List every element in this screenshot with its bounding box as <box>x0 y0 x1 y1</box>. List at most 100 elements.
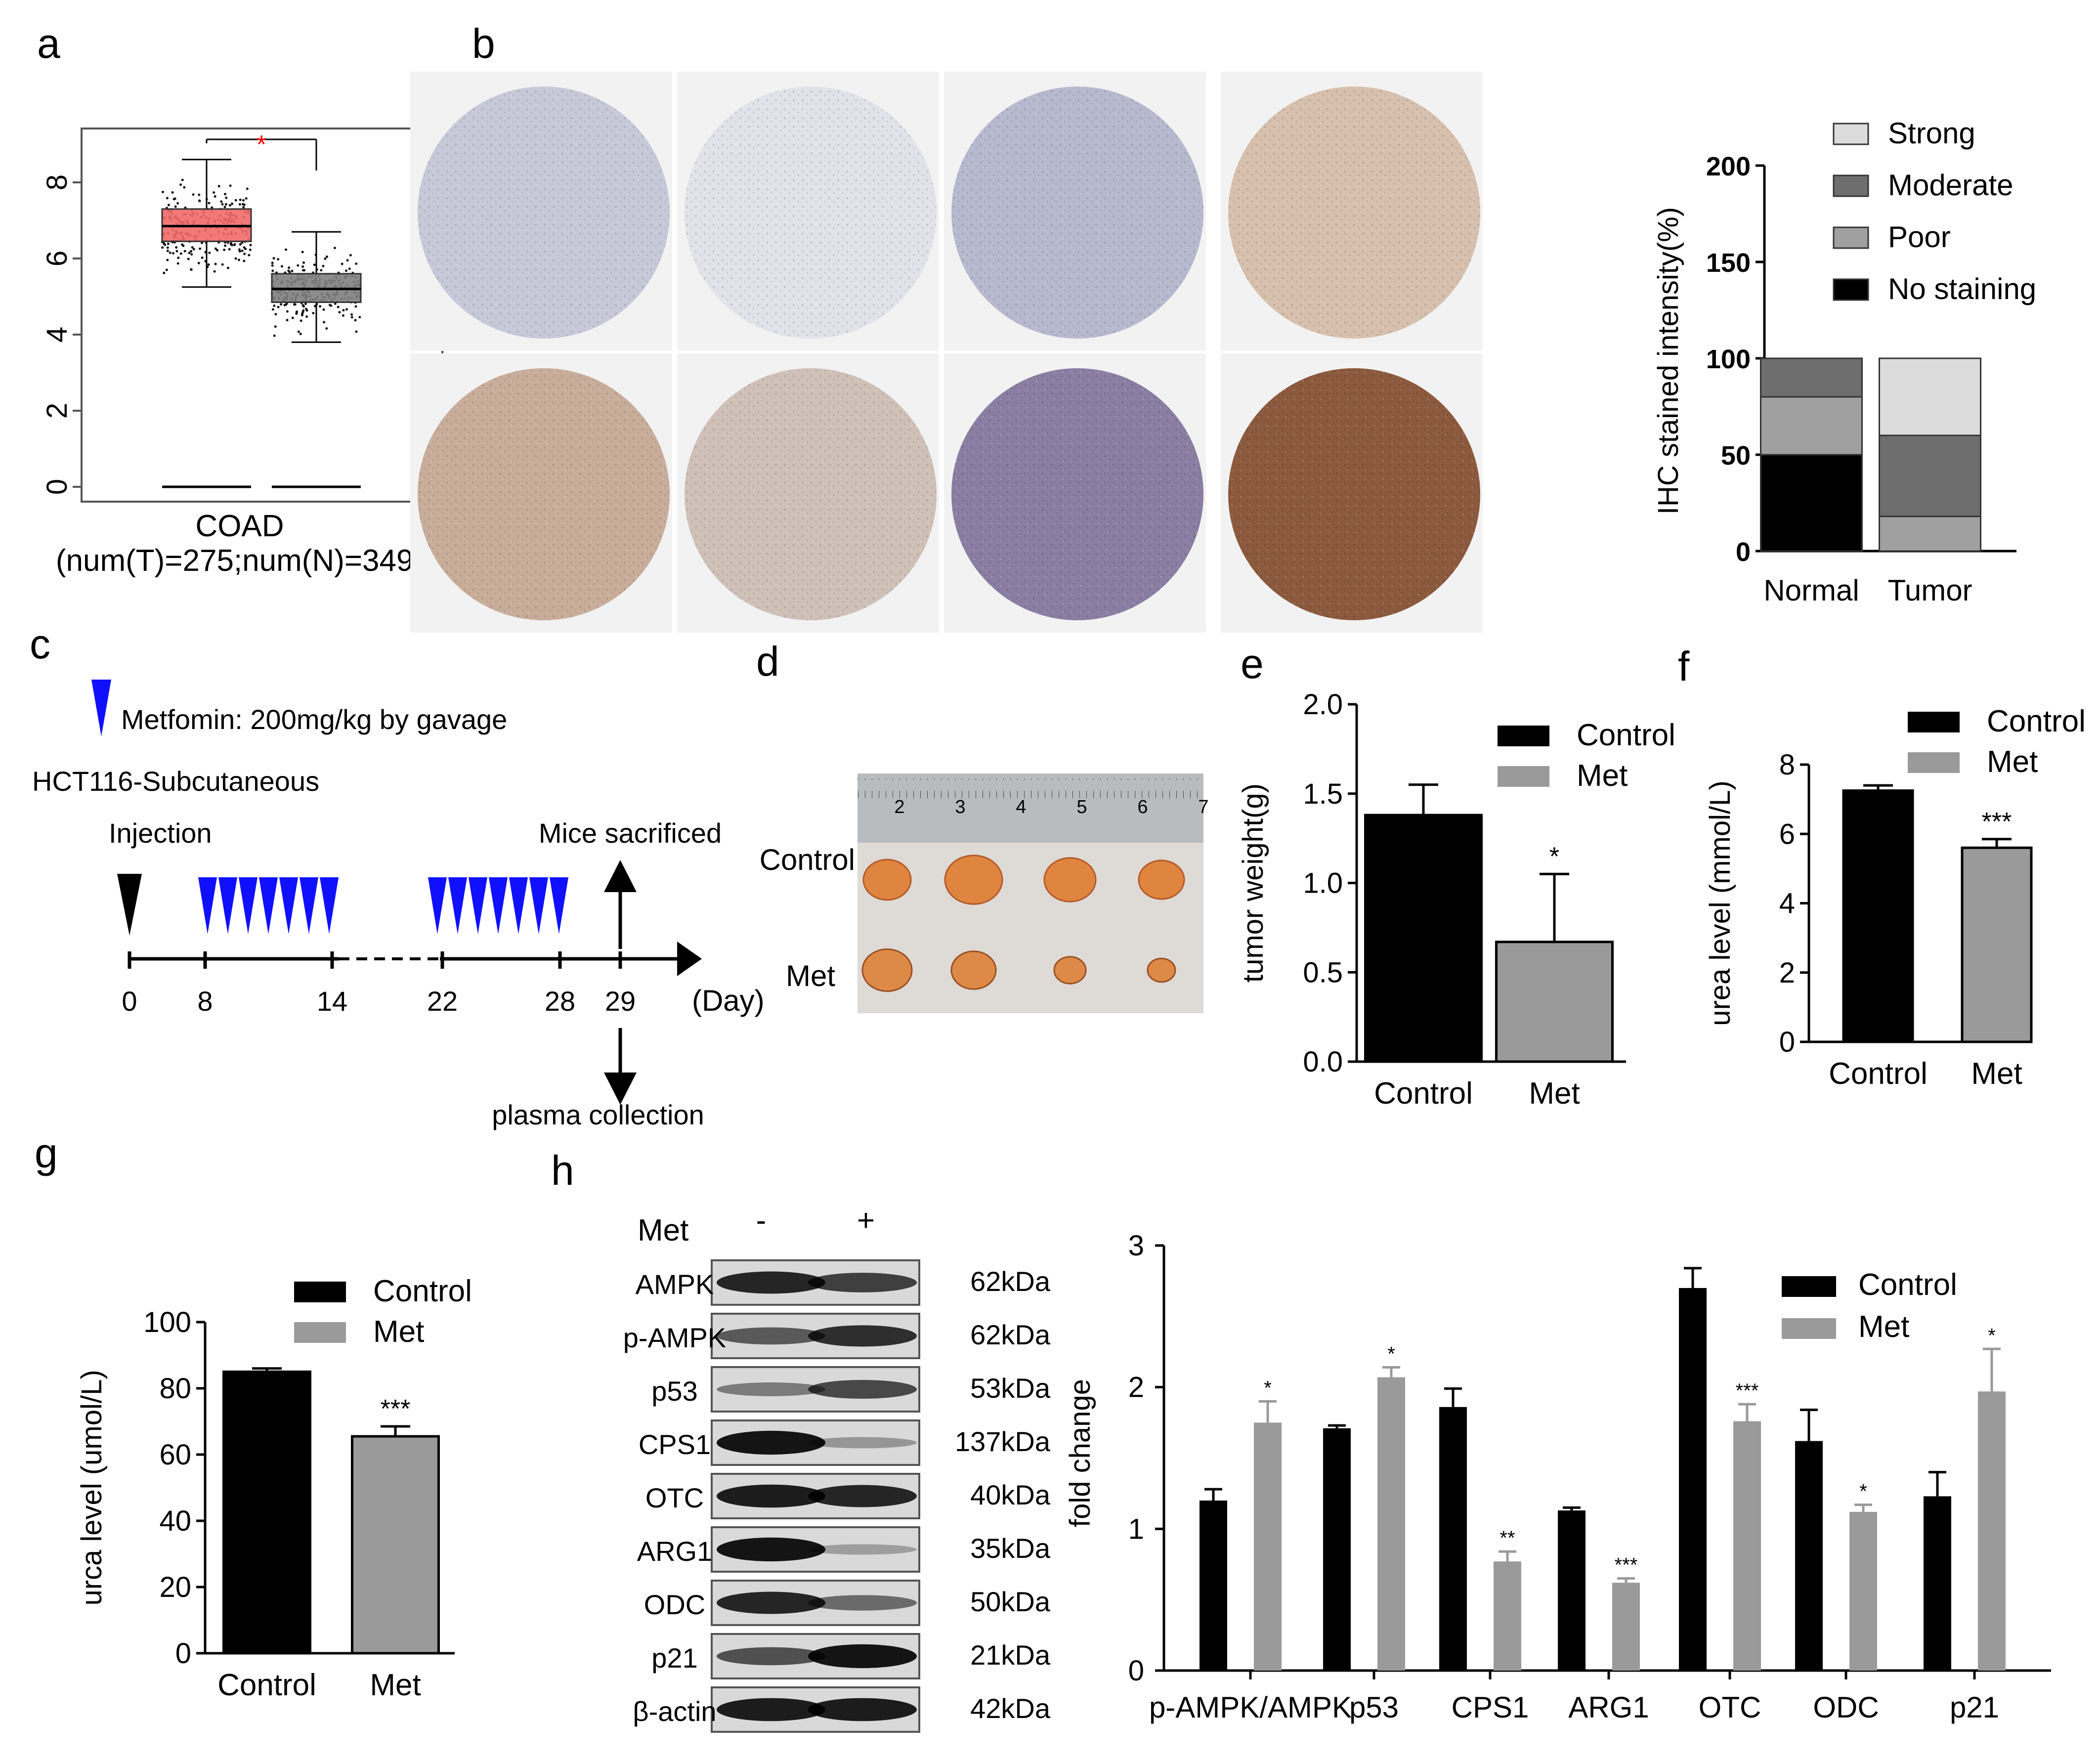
jitter-point <box>208 202 211 205</box>
jitter-point <box>241 250 244 253</box>
dosing-marker <box>239 877 257 934</box>
y-axis-label-g: urca level (umol/L) <box>76 1370 108 1605</box>
dosing-marker <box>509 877 528 934</box>
jitter-point <box>166 250 169 253</box>
dosing-marker <box>218 877 237 934</box>
jitter-point <box>238 250 241 253</box>
bar-g-control <box>222 1371 311 1655</box>
jitter-point <box>213 191 215 194</box>
metformin-legend: Metfomin: 200mg/kg by gavage <box>121 704 507 735</box>
bar-f-control <box>1842 789 1914 1043</box>
x-tick-label-h: p21 <box>1950 1691 1999 1724</box>
legend-label-b: Moderate <box>1888 169 2013 202</box>
tumor-control <box>862 859 912 901</box>
jitter-point <box>244 248 247 251</box>
dosing-marker <box>550 877 568 934</box>
significance-g: *** <box>381 1395 411 1423</box>
stacked-bar-tumor-poor <box>1879 515 1981 552</box>
jitter-point <box>302 261 305 264</box>
jitter-point <box>337 305 340 308</box>
jitter-point <box>233 244 236 247</box>
bar-h-control-cps1 <box>1439 1407 1467 1671</box>
bar-h-met-otc <box>1733 1421 1761 1671</box>
x-tick-label-b: Tumor <box>1887 574 1972 607</box>
jitter-point <box>161 190 164 193</box>
lane-label: + <box>857 1203 875 1238</box>
y-tick-label-g: 20 <box>159 1571 191 1603</box>
protein-band <box>808 1325 917 1347</box>
y-tick-label-g: 0 <box>175 1637 191 1670</box>
jitter-point <box>176 202 179 205</box>
legend-swatch-f <box>1908 752 1960 773</box>
jitter-point <box>324 257 327 260</box>
jitter-point <box>175 250 178 253</box>
jitter-point <box>172 198 175 201</box>
jitter-point <box>348 267 351 270</box>
y-tick-label-e: 2.0 <box>1303 688 1343 721</box>
jitter-point <box>342 314 344 317</box>
row-label-d: Control <box>760 843 855 876</box>
protein-band <box>717 1382 825 1396</box>
jitter-point <box>161 246 164 249</box>
legend-swatch-b <box>1833 278 1869 301</box>
jitter-point <box>223 193 226 196</box>
jitter-point <box>322 308 325 311</box>
panel-letter-f: f <box>1678 643 1690 689</box>
jitter-point <box>231 202 234 205</box>
protein-label: p21 <box>651 1642 697 1674</box>
jitter-point <box>285 303 288 306</box>
jitter-point <box>286 319 289 322</box>
tumor-met <box>1147 957 1176 983</box>
x-tick-label-f: Met <box>1971 1057 2022 1091</box>
x-tick-label-h: ARG1 <box>1568 1691 1649 1724</box>
tumor-control <box>1043 857 1097 902</box>
jitter-point <box>166 197 169 200</box>
tissue-core-texture <box>951 86 1203 339</box>
legend-label-e: Control <box>1577 718 1675 752</box>
protein-band <box>808 1485 917 1507</box>
legend-label-b: Poor <box>1888 220 1951 254</box>
protein-band <box>808 1544 917 1555</box>
bar-h-control-odc <box>1795 1441 1823 1671</box>
jitter-point <box>238 258 241 261</box>
jitter-point <box>190 253 193 256</box>
bar-h-met-p21 <box>1978 1391 2006 1671</box>
jitter-point <box>177 257 180 259</box>
jitter-point <box>273 334 276 337</box>
y-tick-label-a: 6 <box>41 251 73 266</box>
y-tick-label-f: 6 <box>1779 818 1795 850</box>
jitter-point <box>171 191 174 194</box>
jitter-point <box>228 248 231 251</box>
jitter-point <box>312 312 315 315</box>
jitter-point <box>191 246 194 249</box>
dosing-marker <box>529 877 548 934</box>
jitter-point <box>350 316 353 319</box>
tissue-core-texture <box>1228 86 1480 339</box>
ruler-number: 3 <box>955 797 965 817</box>
protein-label: CPS1 <box>639 1429 711 1460</box>
legend-label-f: Control <box>1987 704 2086 738</box>
sacrifice-arrowhead <box>604 860 637 892</box>
jitter-point <box>323 321 326 324</box>
legend-swatch-f <box>1908 712 1960 732</box>
sacrifice-label: Mice sacrificed <box>539 817 722 849</box>
y-tick-label-b: 150 <box>1706 248 1751 278</box>
ruler-number: 2 <box>894 797 904 817</box>
row-label-d: Met <box>786 959 835 992</box>
jitter-point <box>300 319 302 322</box>
jitter-point <box>179 252 182 255</box>
significance-a: * <box>257 130 266 159</box>
jitter-point <box>277 258 280 261</box>
protein-band <box>808 1644 917 1669</box>
jitter-point <box>341 262 343 265</box>
significance-h: * <box>1264 1377 1272 1399</box>
ruler-number: 5 <box>1076 797 1087 817</box>
x-tick-label-h: CPS1 <box>1452 1691 1529 1724</box>
x-tick-label-e: Met <box>1529 1076 1580 1111</box>
legend-label-b: Strong <box>1888 117 1975 150</box>
jitter-point <box>192 193 195 196</box>
day-tick-label: 28 <box>545 986 575 1017</box>
jitter-point <box>234 257 237 260</box>
y-tick-label-b: 50 <box>1721 441 1751 471</box>
tumor-control <box>1138 859 1185 900</box>
